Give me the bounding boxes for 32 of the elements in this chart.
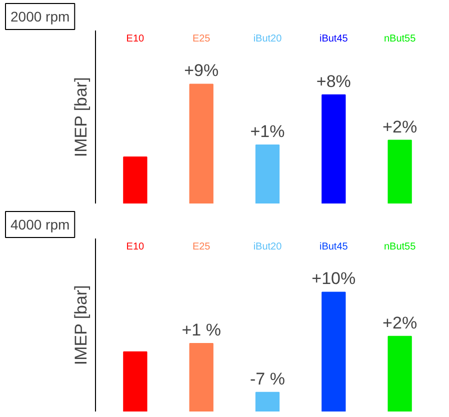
x-tick-label: E10 xyxy=(126,34,145,44)
bar xyxy=(189,84,214,204)
annotation: +9% xyxy=(184,61,219,80)
annotation: +10% xyxy=(312,269,356,288)
bar xyxy=(322,292,346,412)
x-tick-label: E25 xyxy=(192,242,211,252)
x-tick-label: E25 xyxy=(192,34,211,44)
x-tick-label: iBut45 xyxy=(319,34,348,44)
bar xyxy=(123,156,148,204)
y-axis-title: IMEP [bar] xyxy=(72,77,90,158)
chart-title: 4000 rpm xyxy=(10,216,70,232)
x-tick-label: E10 xyxy=(126,242,145,252)
bar xyxy=(388,140,412,204)
bar xyxy=(255,144,280,204)
x-tick-label: nBut55 xyxy=(384,242,416,252)
annotation: +1 % xyxy=(182,320,221,340)
annotation: +2% xyxy=(382,117,418,136)
y-axis-title: IMEP [bar] xyxy=(72,285,90,366)
x-tick-label: nBut55 xyxy=(384,34,416,44)
annotation: +1% xyxy=(250,122,285,142)
x-tick-label: iBut45 xyxy=(319,242,348,252)
chart-title: 2000 rpm xyxy=(10,8,70,24)
bar xyxy=(322,94,346,204)
x-tick-label: iBut20 xyxy=(253,34,282,44)
x-tick-label: iBut20 xyxy=(253,242,282,252)
bar xyxy=(189,342,214,412)
bar xyxy=(255,392,280,412)
annotation: +2% xyxy=(382,313,418,332)
annotation: -7 % xyxy=(250,369,285,388)
bar xyxy=(388,336,412,412)
annotation: +8% xyxy=(316,72,351,91)
bar xyxy=(123,351,148,412)
